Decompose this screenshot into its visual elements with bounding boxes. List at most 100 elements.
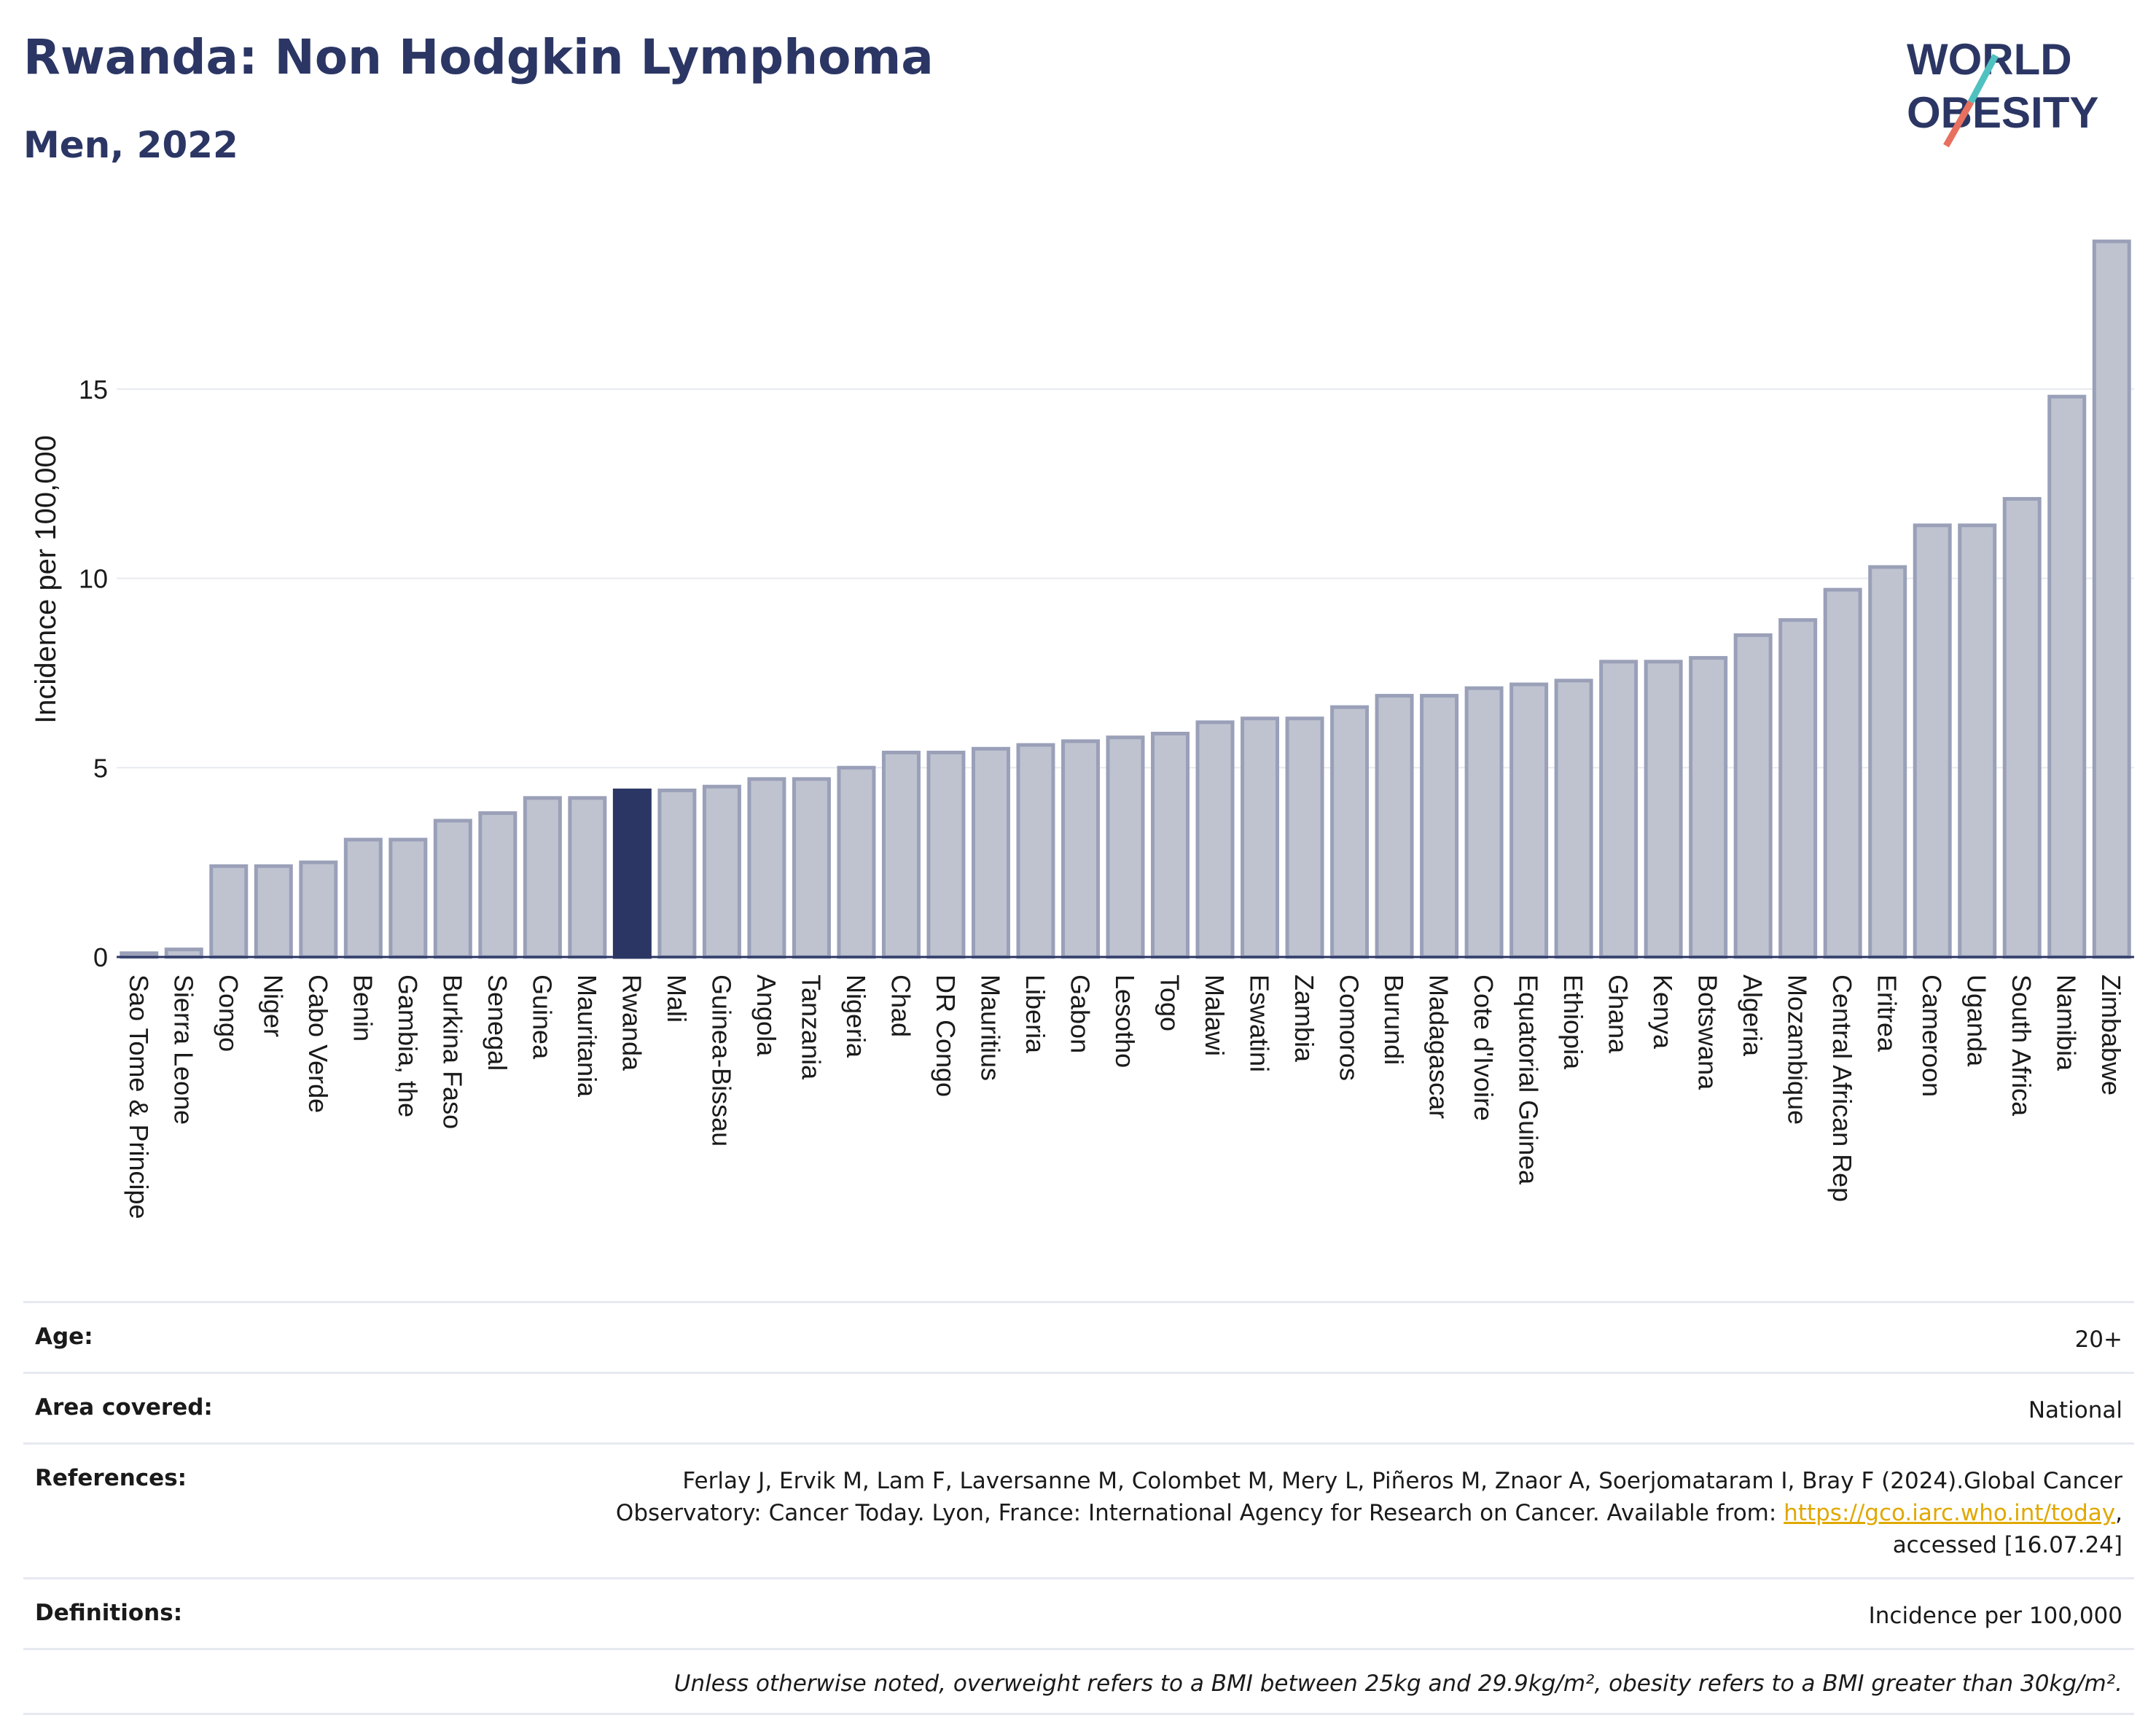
- x-tick-label: DR Congo: [931, 974, 961, 1097]
- x-tick-label: Togo: [1155, 974, 1185, 1031]
- bar-mozambique: [1778, 618, 1818, 959]
- bar-tanzania: [792, 777, 831, 959]
- bar-south-africa: [2002, 496, 2042, 959]
- y-axis-ticks: 0 5 10 15: [79, 375, 108, 972]
- age-value: 20+: [2074, 1327, 2122, 1353]
- bar-cote-d-ivoire: [1464, 686, 1504, 959]
- bar-cameroon: [1913, 523, 1952, 959]
- bar-kenya: [1644, 660, 1683, 959]
- x-tick-label: Kenya: [1648, 974, 1678, 1050]
- x-tick-label: Burkina Faso: [437, 974, 467, 1129]
- y-tick-label: 5: [93, 753, 108, 783]
- x-tick-label: Cameroon: [1917, 974, 1947, 1097]
- bars: [120, 239, 2131, 959]
- bar-gambia-the: [388, 837, 428, 959]
- x-tick-label: Eswatini: [1245, 974, 1275, 1072]
- reference-line-3: accessed [16.07.24]: [1892, 1532, 2122, 1558]
- bar-dr-congo: [926, 750, 966, 959]
- bar-angola: [747, 777, 786, 959]
- x-tick-label: Mauritania: [572, 974, 602, 1098]
- x-tick-label: Sao Tome & Principe: [124, 974, 154, 1219]
- x-tick-label: Botswana: [1693, 974, 1723, 1090]
- bar-chad: [881, 750, 921, 959]
- bar-botswana: [1689, 656, 1728, 959]
- bar-nigeria: [837, 765, 876, 959]
- x-axis-labels: Sao Tome & Principe Sierra Leone Congo Nige…: [124, 974, 2126, 1219]
- x-tick-label: Sierra Leone: [168, 974, 198, 1125]
- bar-sierra-leone: [164, 948, 203, 959]
- reference-link[interactable]: https://gco.iarc.who.int/today: [1784, 1500, 2116, 1526]
- x-tick-label: Zimbabwe: [2096, 974, 2126, 1095]
- x-tick-label: Cote d'Ivoire: [1469, 974, 1499, 1121]
- x-tick-label: Niger: [258, 974, 288, 1037]
- references-value: Ferlay J, Ervik M, Lam F, Laversanne M, …: [616, 1465, 2122, 1561]
- bar-ghana: [1599, 660, 1639, 959]
- x-tick-label: Ethiopia: [1558, 974, 1588, 1070]
- x-tick-label: Algeria: [1738, 974, 1768, 1057]
- age-label: Age:: [35, 1324, 93, 1350]
- world-obesity-logo: WORLD OBESITY: [1907, 35, 2098, 148]
- x-tick-label: Senegal: [483, 974, 512, 1071]
- info-table: Age: 20+ Area covered: National Referenc…: [23, 1301, 2134, 1715]
- bar-zambia: [1285, 716, 1324, 959]
- note-row: Unless otherwise noted, overweight refer…: [23, 1648, 2134, 1715]
- bar-mauritania: [568, 796, 607, 959]
- area-row: Area covered: National: [23, 1372, 2134, 1442]
- x-tick-label: Ghana: [1604, 974, 1633, 1054]
- x-tick-label: Rwanda: [617, 974, 647, 1071]
- bar-gabon: [1061, 739, 1100, 959]
- x-tick-label: Comoros: [1335, 974, 1364, 1081]
- x-tick-label: Lesotho: [1110, 974, 1140, 1068]
- x-tick-label: Namibia: [2052, 974, 2082, 1071]
- page-title: Rwanda: Non Hodgkin Lymphoma: [23, 29, 934, 85]
- x-tick-label: Nigeria: [841, 974, 871, 1058]
- bar-burkina-faso: [433, 819, 472, 959]
- x-tick-label: Liberia: [1020, 974, 1050, 1054]
- definitions-value: Incidence per 100,000: [1868, 1603, 2122, 1629]
- x-tick-label: Tanzania: [796, 974, 826, 1080]
- references-label: References:: [35, 1465, 187, 1491]
- reference-comma: ,: [2115, 1500, 2122, 1526]
- bar-senegal: [478, 811, 517, 959]
- y-tick-label: 15: [79, 375, 108, 405]
- y-axis-label: Incidence per 100,000: [30, 435, 62, 724]
- x-tick-label: Angola: [751, 974, 781, 1057]
- bar-guinea: [523, 796, 562, 959]
- bar-eritrea: [1868, 565, 1907, 959]
- references-row: References: Ferlay J, Ervik M, Lam F, La…: [23, 1442, 2134, 1577]
- bar-rwanda: [612, 788, 652, 959]
- bar-algeria: [1733, 633, 1773, 959]
- x-tick-label: Guinea: [527, 974, 557, 1060]
- bar-niger: [254, 864, 293, 959]
- x-tick-label: South Africa: [2007, 974, 2036, 1117]
- bar-liberia: [1016, 743, 1055, 959]
- bar-lesotho: [1106, 735, 1145, 959]
- svg-text:OBESITY: OBESITY: [1907, 88, 2098, 137]
- bmi-note: Unless otherwise noted, overweight refer…: [673, 1671, 2122, 1697]
- bar-zimbabwe: [2092, 239, 2131, 959]
- bar-congo: [209, 864, 249, 959]
- x-tick-label: Gambia, the: [393, 974, 423, 1117]
- x-tick-label: Congo: [214, 974, 243, 1052]
- definitions-row: Definitions: Incidence per 100,000: [23, 1577, 2134, 1648]
- bar-chart: 0 5 10 15 Incidence per 100,000 Sao Tome & …: [30, 239, 2134, 1219]
- reference-line-2: Observatory: Cancer Today. Lyon, France:…: [615, 1500, 1784, 1526]
- bar-benin: [343, 837, 383, 959]
- bar-togo: [1151, 732, 1190, 959]
- bar-burundi: [1375, 694, 1414, 959]
- x-tick-label: Central African Rep: [1827, 974, 1857, 1202]
- x-tick-label: Mali: [662, 974, 692, 1023]
- x-tick-label: Equatorial Guinea: [1514, 974, 1544, 1185]
- x-tick-label: Burundi: [1379, 974, 1409, 1065]
- bar-uganda: [1958, 523, 1997, 959]
- x-tick-label: Mauritius: [975, 974, 1005, 1081]
- bar-mauritius: [971, 746, 1010, 959]
- bar-equatorial-guinea: [1509, 682, 1549, 959]
- x-tick-label: Uganda: [1962, 974, 1992, 1067]
- svg-text:WORLD: WORLD: [1907, 35, 2072, 84]
- x-tick-label: Zambia: [1289, 974, 1319, 1063]
- bar-central-african-rep: [1823, 587, 1862, 959]
- x-tick-label: Chad: [886, 974, 915, 1037]
- x-tick-label: Guinea-Bissau: [706, 974, 736, 1146]
- bar-cabo-verde: [299, 860, 338, 959]
